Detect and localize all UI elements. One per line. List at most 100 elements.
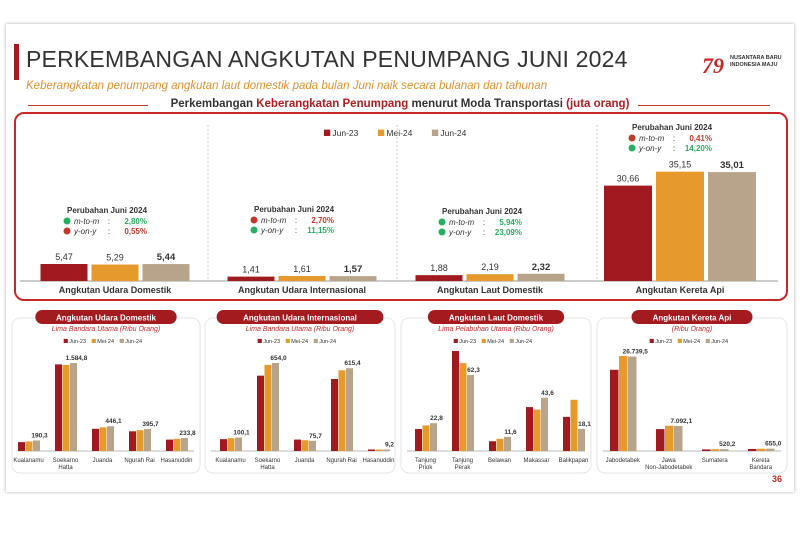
change-value: 0,55% [124,227,147,236]
bar [375,449,383,451]
arrow-up-icon [628,144,636,152]
bar [459,363,467,451]
bar [702,449,711,451]
change-metric-label: y-on-y [638,144,662,153]
data-label: 190,3 [31,432,48,439]
data-label: 30,66 [617,174,640,184]
change-value: 23,09% [495,228,522,237]
bar [257,375,264,451]
section-divider-right [638,105,770,106]
change-box-title: Perubahan Juni 2024 [254,205,335,214]
bar [383,449,390,451]
legend-label: Mei-24 [97,339,114,345]
category-label: Balikpapan [559,458,589,464]
legend-label: Jun-23 [459,339,476,345]
category-label: Hasanuddin [362,458,394,464]
category-label: Bandara [749,465,772,471]
arrow-down-icon [63,227,71,235]
change-box-title: Perubahan Juni 2024 [632,123,713,132]
change-value: 0,41% [689,134,712,143]
main-chart-frame [14,112,788,301]
bar [144,429,151,451]
data-label: 2,32 [532,262,551,273]
legend-swatch [91,338,96,343]
category-label: Ngurah Rai [124,458,154,464]
data-label: 1.584,8 [66,355,88,362]
sub-chart-title-pill [35,310,177,324]
change-value: 2,70% [311,216,334,225]
data-label: 35,15 [669,160,692,170]
sub-chart-title: Angkutan Udara Domestik [56,314,157,323]
bar [489,441,496,451]
bar [99,427,107,451]
sub-chart-title: Angkutan Kereta Api [653,314,732,323]
bar [541,397,548,451]
data-label: 1,41 [242,265,260,275]
change-separator: : [483,218,485,227]
bar [18,442,25,451]
bar [452,351,459,451]
change-metric-label: y-on-y [448,228,472,237]
bar [62,364,70,451]
arrow-up-icon [438,228,446,236]
data-label: 22,8 [430,415,443,422]
bar [604,185,652,281]
data-label: 35,01 [720,160,744,171]
legend-label: Jun-24 [711,339,728,345]
data-label: 26.739,5 [623,349,649,356]
data-label: 11,6 [504,429,517,436]
category-label: Juanda [295,458,315,464]
logo-text: NUSANTARA BARU INDONESIA MAJU [730,55,782,68]
bar [496,438,504,451]
category-label: Angkutan Udara Internasional [238,285,366,295]
change-separator: : [108,227,110,236]
category-label: Soekarno [255,458,281,464]
data-label: 233,8 [179,430,196,437]
legend-label: Jun-23 [263,339,280,345]
data-label: 395,7 [142,421,159,428]
bar [294,439,301,451]
page-subtitle: Keberangkatan penumpang angkutan laut do… [26,80,548,92]
category-label: Jawa [662,458,677,464]
section-title: Perkembangan Keberangkatan Penumpang men… [0,98,800,110]
bar [220,439,227,451]
category-label: Sumatera [702,458,729,464]
bar [610,369,619,451]
bar [227,276,275,281]
title-accent-bar [14,44,19,80]
bar [272,363,279,451]
sub-chart-subtitle: Lima Pelabuhan Utama (Ribu Orang) [438,326,554,333]
section-title-middle: menurut Moda Transportasi [408,98,567,110]
legend-label: Jun-24 [125,339,142,345]
data-label: 5,29 [106,253,124,263]
category-label: Hasanuddin [160,458,192,464]
bar [92,428,99,451]
data-label: 446,1 [105,418,122,425]
bar [129,431,136,451]
bar [91,264,139,281]
page-number: 36 [772,474,783,484]
bar [674,425,683,451]
section-title-unit: (juta orang) [566,98,630,110]
bar [766,448,775,451]
category-label: Ngurah Rai [326,458,356,464]
bar [504,436,511,451]
arrow-down-icon [250,216,258,224]
bar [136,430,144,451]
data-label: 1,61 [293,264,311,274]
legend-label: Jun-24 [440,128,466,138]
bar [467,375,474,451]
data-label: 654,0 [270,355,287,362]
legend-swatch [323,129,331,136]
category-label: Non-Jabodetabek [645,465,693,471]
change-separator: : [295,216,297,225]
data-label: 1,57 [344,264,363,275]
bar [33,440,40,451]
bar [720,449,729,451]
data-label: 1,88 [430,263,448,273]
bar [346,368,353,451]
category-label: Hatta [58,465,73,471]
data-label: 655,0 [765,441,782,448]
bar [227,438,235,451]
legend-swatch [285,338,290,343]
